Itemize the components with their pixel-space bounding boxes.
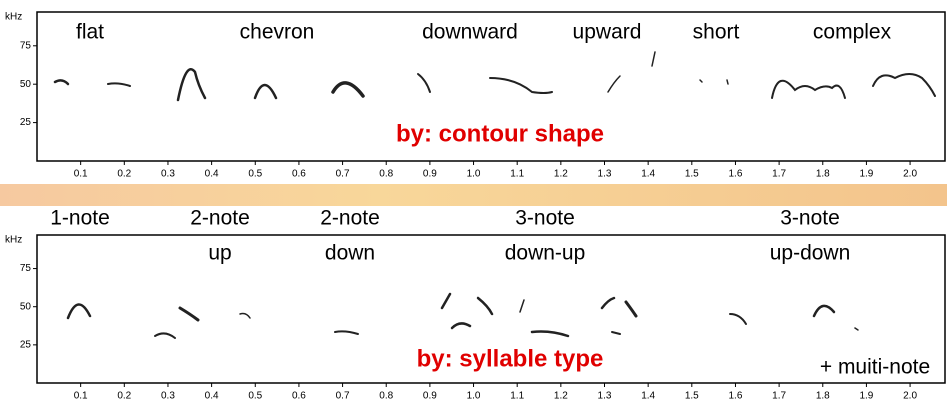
class-label: up-down	[770, 242, 851, 265]
y-unit: kHz	[5, 12, 22, 23]
class-label: 2-note	[320, 207, 380, 230]
x-tick-label: 1.1	[510, 391, 524, 402]
y-tick-label: 75	[20, 263, 32, 274]
x-tick-label: 0.7	[336, 391, 350, 402]
calls-bottom	[68, 294, 858, 338]
x-tick-label: 0.5	[248, 169, 262, 180]
y-tick-label: 50	[20, 79, 32, 90]
x-tick-label: 0.6	[292, 391, 306, 402]
decor-band	[0, 184, 947, 206]
class-label: 1-note	[50, 207, 110, 230]
x-tick-label: 0.1	[74, 169, 88, 180]
class-label: down-up	[505, 242, 586, 265]
x-tick-label: 1.9	[859, 391, 873, 402]
x-tick-label: 1.0	[467, 391, 481, 402]
class-label: complex	[813, 21, 892, 44]
x-tick-label: 0.2	[117, 169, 131, 180]
x-tick-label: 0.9	[423, 169, 437, 180]
y-tick-label: 75	[20, 40, 32, 51]
x-tick-label: 0.3	[161, 391, 175, 402]
x-tick-label: 1.7	[772, 391, 786, 402]
x-tick-label: 1.2	[554, 391, 568, 402]
x-tick-label: 1.1	[510, 169, 524, 180]
x-tick-label: 0.9	[423, 391, 437, 402]
x-tick-label: 0.4	[205, 169, 219, 180]
class-label: 3-note	[515, 207, 575, 230]
x-tick-label: 0.6	[292, 169, 306, 180]
x-tick-label: 0.8	[379, 169, 393, 180]
class-label: 2-note	[190, 207, 250, 230]
x-tick-label: 1.0	[467, 169, 481, 180]
y-tick-label: 25	[20, 339, 32, 350]
x-tick-label: 1.7	[772, 169, 786, 180]
x-tick-label: 1.3	[598, 391, 612, 402]
x-tick-label: 0.2	[117, 391, 131, 402]
class-label: down	[325, 242, 375, 265]
x-tick-label: 1.4	[641, 391, 655, 402]
x-tick-label: 0.1	[74, 391, 88, 402]
class-label: flat	[76, 21, 104, 44]
class-label: chevron	[240, 21, 315, 44]
x-tick-label: 0.7	[336, 169, 350, 180]
x-tick-label: 0.5	[248, 391, 262, 402]
caption: by: contour shape	[396, 120, 604, 147]
y-unit: kHz	[5, 235, 22, 246]
x-tick-label: 1.3	[598, 169, 612, 180]
class-label: upward	[573, 21, 642, 44]
note: + muiti-note	[820, 356, 930, 379]
x-tick-label: 1.9	[859, 169, 873, 180]
y-tick-label: 50	[20, 301, 32, 312]
x-tick-label: 0.8	[379, 391, 393, 402]
x-tick-label: 2.0	[903, 391, 917, 402]
figure: kHz 25 50 75 0.1 0.2 0.3 0.4 0.5 0.6 0.7 0.8 0.9 1.0 1…	[0, 0, 947, 403]
x-tick-label: 2.0	[903, 169, 917, 180]
caption: by: syllable type	[417, 345, 604, 372]
x-tick-label: 0.4	[205, 391, 219, 402]
class-label: 3-note	[780, 207, 840, 230]
x-tick-label: 1.8	[816, 169, 830, 180]
x-tick-label: 1.8	[816, 391, 830, 402]
x-tick-label: 1.6	[729, 391, 743, 402]
x-tick-label: 1.6	[729, 169, 743, 180]
class-label: short	[693, 21, 740, 44]
x-tick-label: 1.2	[554, 169, 568, 180]
x-tick-label: 1.5	[685, 169, 699, 180]
x-tick-label: 1.5	[685, 391, 699, 402]
x-tick-label: 1.4	[641, 169, 655, 180]
class-label: downward	[422, 21, 518, 44]
y-tick-label: 25	[20, 117, 32, 128]
class-label: up	[208, 242, 231, 265]
x-tick-label: 0.3	[161, 169, 175, 180]
calls-top	[55, 52, 935, 100]
